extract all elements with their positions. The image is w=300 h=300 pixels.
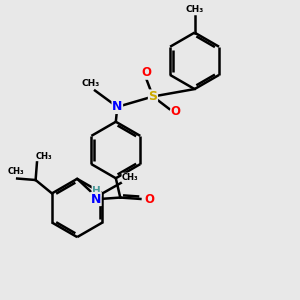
Text: O: O	[144, 193, 154, 206]
Text: O: O	[171, 106, 181, 118]
Text: S: S	[148, 90, 158, 103]
Text: O: O	[141, 66, 152, 79]
Text: N: N	[91, 193, 101, 206]
Text: CH₃: CH₃	[81, 79, 100, 88]
Text: CH₃: CH₃	[122, 173, 139, 182]
Text: CH₃: CH₃	[185, 5, 204, 14]
Text: H: H	[92, 186, 101, 196]
Text: CH₃: CH₃	[8, 167, 24, 176]
Text: N: N	[112, 100, 122, 113]
Text: CH₃: CH₃	[35, 152, 52, 161]
